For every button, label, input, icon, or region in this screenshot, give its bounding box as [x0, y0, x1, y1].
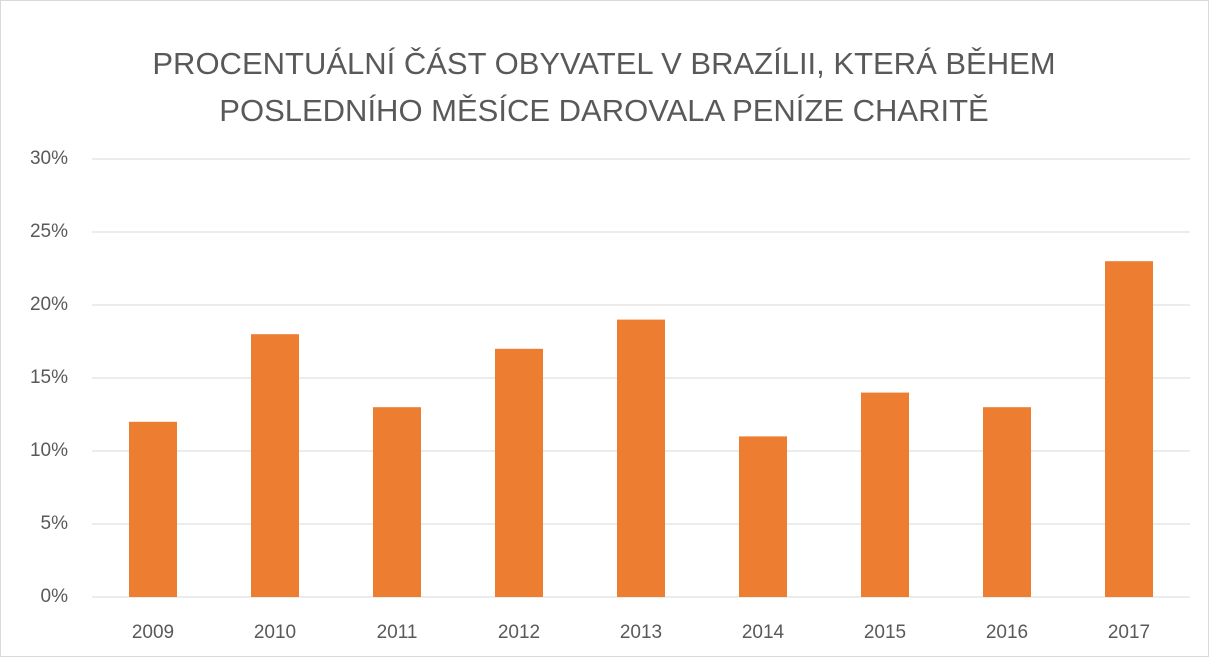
chart-title: PROCENTUÁLNÍ ČÁST OBYVATEL V BRAZÍLII, K…	[152, 46, 1056, 128]
bar	[861, 392, 909, 597]
y-tick-label: 10%	[30, 440, 68, 461]
x-tick-label: 2014	[742, 622, 785, 643]
x-tick-label: 2017	[1108, 622, 1150, 643]
y-tick-label: 25%	[30, 221, 68, 242]
bar	[617, 319, 665, 597]
x-tick-label: 2015	[864, 622, 906, 643]
bar	[739, 436, 787, 597]
bar	[495, 348, 543, 597]
x-tick-label: 2009	[132, 622, 174, 643]
x-tick-label: 2013	[620, 622, 662, 643]
x-tick-label: 2012	[498, 622, 540, 643]
y-tick-label: 15%	[30, 367, 68, 388]
x-tick-label: 2016	[986, 622, 1028, 643]
bar	[129, 421, 177, 597]
bar	[373, 407, 421, 597]
x-tick-label: 2011	[377, 622, 418, 643]
bar	[251, 334, 299, 597]
y-tick-label: 0%	[41, 586, 69, 607]
y-tick-label: 5%	[41, 513, 69, 534]
y-tick-label: 30%	[30, 148, 68, 169]
bar	[983, 407, 1031, 597]
x-tick-label: 2010	[254, 622, 296, 643]
y-tick-label: 20%	[30, 294, 68, 315]
bar	[1105, 261, 1153, 597]
